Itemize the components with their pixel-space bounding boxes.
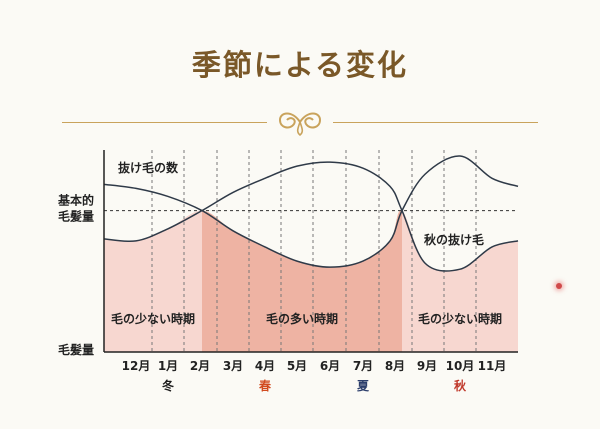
series-line-1 bbox=[103, 161, 519, 272]
period-area bbox=[104, 210, 202, 352]
x-tick-label: 4月 bbox=[255, 359, 275, 373]
divider-right bbox=[333, 122, 538, 123]
x-tick-label: 5月 bbox=[287, 359, 307, 373]
annotation-label: 抜け毛の数 bbox=[118, 160, 179, 175]
period-label: 毛の多い時期 bbox=[266, 311, 338, 326]
x-tick-label: 9月 bbox=[417, 359, 437, 373]
x-tick-label: 1月 bbox=[158, 359, 178, 373]
x-tick-label: 11月 bbox=[478, 359, 507, 373]
season-label: 夏 bbox=[357, 379, 370, 393]
page-title: 季節による変化 bbox=[191, 48, 409, 82]
x-tick-label: 3月 bbox=[223, 359, 243, 373]
period-area bbox=[202, 210, 402, 352]
season-label: 春 bbox=[258, 378, 272, 393]
x-tick-label: 7月 bbox=[353, 359, 373, 373]
series-line-0 bbox=[103, 155, 519, 268]
y-label-baseline: 基本的 bbox=[57, 193, 94, 208]
period-label: 毛の少ない時期 bbox=[111, 311, 195, 326]
x-tick-label: 6月 bbox=[320, 359, 340, 373]
season-label: 冬 bbox=[162, 378, 174, 393]
y-label-baseline: 毛髪量 bbox=[58, 209, 94, 224]
x-tick-label: 2月 bbox=[190, 359, 210, 373]
x-tick-label: 10月 bbox=[446, 359, 475, 373]
x-tick-label: 8月 bbox=[385, 359, 405, 373]
annotation-label: 秋の抜け毛 bbox=[424, 232, 484, 247]
x-tick-label: 12月 bbox=[122, 359, 151, 373]
season-label: 秋 bbox=[454, 378, 467, 393]
ornament-icon bbox=[278, 112, 322, 137]
divider-left bbox=[62, 122, 267, 123]
period-area bbox=[402, 210, 518, 352]
cursor-dot bbox=[556, 283, 562, 289]
period-label: 毛の少ない時期 bbox=[418, 311, 502, 326]
y-label-bottom: 毛髪量 bbox=[58, 342, 94, 357]
